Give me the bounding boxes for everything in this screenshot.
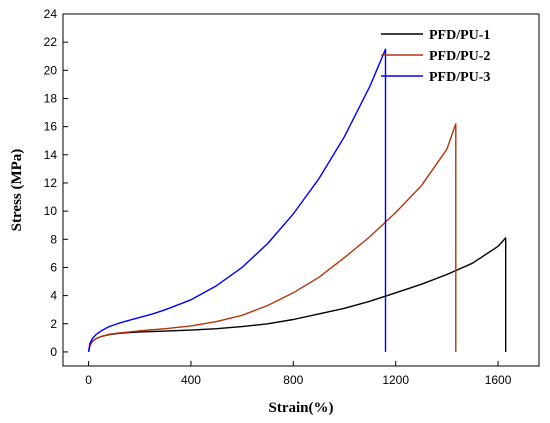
y-tick-label: 8 bbox=[50, 232, 57, 246]
series-layer bbox=[87, 48, 507, 353]
y-tick-label: 2 bbox=[50, 317, 57, 331]
series-line-3 bbox=[87, 48, 387, 353]
legend-label-3: PFD/PU-3 bbox=[429, 70, 490, 85]
x-tick-label: 800 bbox=[283, 373, 303, 387]
y-tick-label: 22 bbox=[44, 35, 58, 49]
series-line-1 bbox=[87, 237, 507, 353]
x-tick-label: 400 bbox=[181, 373, 201, 387]
legend: PFD/PU-1 PFD/PU-2 PFD/PU-3 bbox=[381, 28, 490, 85]
legend-label-2: PFD/PU-2 bbox=[429, 49, 490, 64]
x-tick-label: 1600 bbox=[485, 373, 512, 387]
series-line-2 bbox=[87, 123, 457, 353]
y-tick-label: 20 bbox=[44, 63, 58, 77]
y-tick-label: 24 bbox=[44, 7, 58, 21]
y-tick-label: 18 bbox=[44, 91, 58, 105]
plot-frame bbox=[62, 13, 540, 367]
y-tick-label: 12 bbox=[44, 176, 58, 190]
x-tick-label: 1200 bbox=[382, 373, 409, 387]
x-tick-label: 0 bbox=[85, 373, 92, 387]
y-tick-label: 10 bbox=[44, 204, 58, 218]
x-axis-title: Strain(%) bbox=[269, 400, 334, 416]
y-tick-label: 16 bbox=[44, 120, 58, 134]
y-tick-label: 0 bbox=[50, 345, 57, 359]
y-tick-label: 14 bbox=[44, 148, 58, 162]
y-tick-label: 6 bbox=[50, 260, 57, 274]
y-tick-label: 4 bbox=[50, 289, 57, 303]
y-axis-title: Stress (MPa) bbox=[9, 149, 25, 232]
legend-label-1: PFD/PU-1 bbox=[429, 28, 490, 43]
